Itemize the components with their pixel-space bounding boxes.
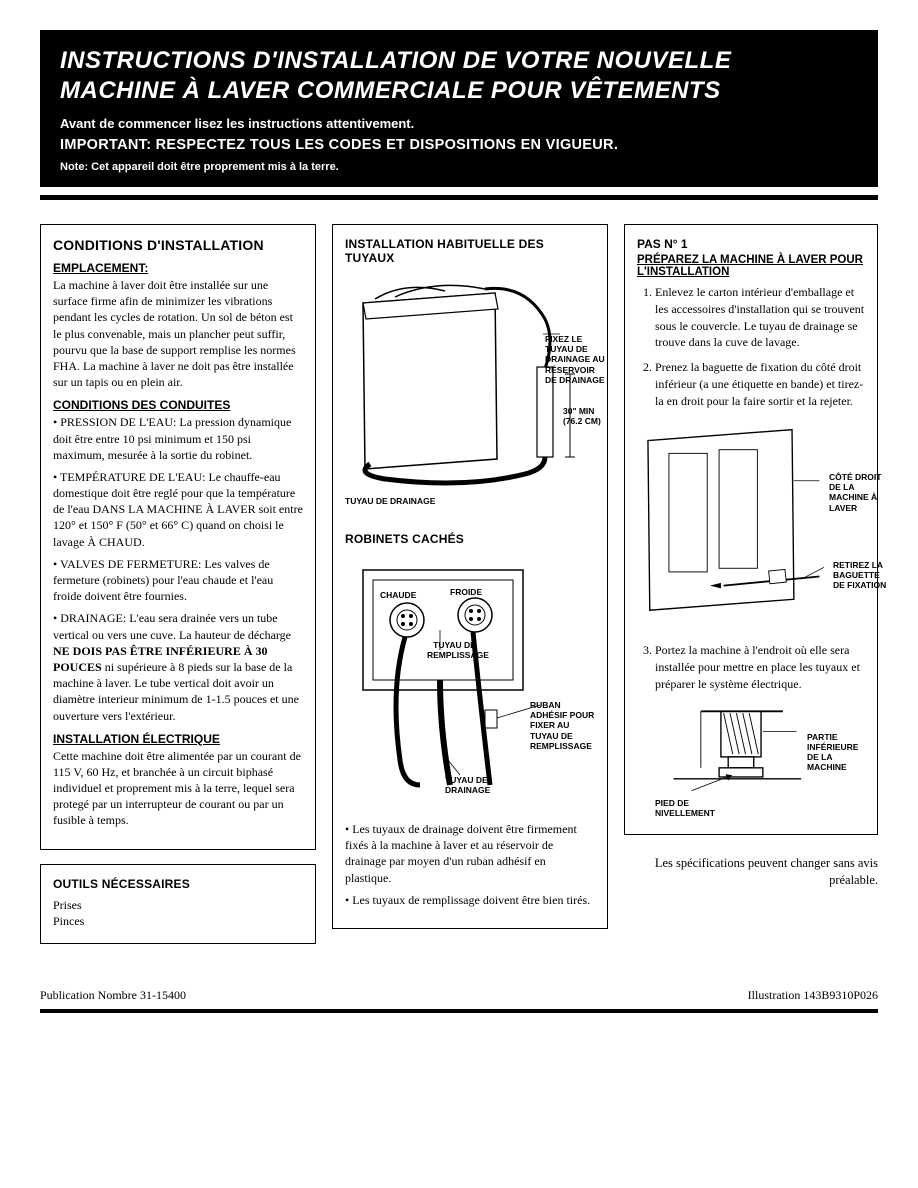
tuyaux-note2: • Les tuyaux de remplissage doivent être…: [345, 892, 595, 908]
header-sub2: IMPORTANT: RESPECTEZ TOUS LES CODES ET D…: [60, 137, 858, 153]
step1-panel: PAS N° 1 PRÉPAREZ LA MACHINE À LAVER POU…: [624, 224, 878, 835]
dia-label-rod: RETIREZ LA BAGUETTE DE FIXATION: [833, 560, 888, 591]
step-3: Portez la machine à l'endroit où elle se…: [655, 642, 865, 692]
outils-l2: Pinces: [53, 913, 303, 929]
electrique-heading: INSTALLATION ÉLECTRIQUE: [53, 732, 303, 746]
pression-text: • PRESSION DE L'EAU: La pression dynamiq…: [53, 414, 303, 463]
header-title-line2: MACHINE À LAVER COMMERCIALE POUR VÊTEMEN…: [60, 76, 858, 106]
dia1-label-drain: TUYAU DE DRAINAGE: [345, 496, 435, 506]
tuyaux-title: INSTALLATION HABITUELLE DES TUYAUX: [345, 237, 595, 265]
divider-thick: [40, 195, 878, 200]
installation-tuyaux-panel: INSTALLATION HABITUELLE DES TUYAUX: [332, 224, 608, 929]
emplacement-heading: EMPLACEMENT:: [53, 261, 303, 275]
spec-note: Les spécifications peuvent changer sans …: [624, 855, 878, 890]
conduites-heading: CONDITIONS DES CONDUITES: [53, 398, 303, 412]
columns: CONDITIONS D'INSTALLATION EMPLACEMENT: L…: [40, 224, 878, 958]
dia2-label-ruban: RUBAN ADHÉSIF POUR FIXER AU TUYAU DE REM…: [530, 700, 595, 751]
dia2-label-fill: TUYAU DE REMPLISSAGE: [427, 640, 482, 660]
header-sub1: Avant de commencer lisez les instruction…: [60, 116, 858, 131]
conditions-title: CONDITIONS D'INSTALLATION: [53, 237, 303, 253]
dia-label-foot: PIED DE NIVELLEMENT: [655, 798, 710, 818]
temperature-text: • TEMPÉRATURE DE L'EAU: Le chauffe-eau d…: [53, 469, 303, 550]
column-1: CONDITIONS D'INSTALLATION EMPLACEMENT: L…: [40, 224, 316, 958]
emplacement-text: La machine à laver doit être installée s…: [53, 277, 303, 390]
drainage-text: • DRAINAGE: L'eau sera drainée vers un t…: [53, 610, 303, 723]
step-list-3: Portez la machine à l'endroit où elle se…: [637, 642, 865, 692]
outils-l1: Prises: [53, 897, 303, 913]
dia2-label-drain: TUYAU DE DRAINAGE: [445, 775, 500, 795]
step-number: PAS N° 1: [637, 237, 865, 251]
outils-panel: OUTILS NÉCESSAIRES Prises Pinces: [40, 864, 316, 944]
column-3: PAS N° 1 PRÉPAREZ LA MACHINE À LAVER POU…: [624, 224, 878, 890]
conditions-panel: CONDITIONS D'INSTALLATION EMPLACEMENT: L…: [40, 224, 316, 850]
step-1: Enlevez le carton intérieur d'emballage …: [655, 284, 865, 351]
outils-title: OUTILS NÉCESSAIRES: [53, 877, 303, 891]
electrique-text: Cette machine doit être alimentée par un…: [53, 748, 303, 829]
tuyaux-note1: • Les tuyaux de drainage doivent être fi…: [345, 821, 595, 886]
footer-left: Publication Nombre 31-15400: [40, 988, 186, 1003]
tuyaux-diagram-1: [345, 279, 595, 499]
divider-bottom: [40, 1009, 878, 1013]
footer-right: Illustration 143B9310P026: [748, 988, 878, 1003]
dia-label-bottom: PARTIE INFÉRIEURE DE LA MACHINE: [807, 732, 867, 773]
column-2: INSTALLATION HABITUELLE DES TUYAUX: [332, 224, 608, 943]
step-2: Prenez la baguette de fixation du côté d…: [655, 359, 865, 409]
dia-label-side: CÔTÉ DROIT DE LA MACHINE À LAVER: [829, 472, 889, 513]
header-title-line1: INSTRUCTIONS D'INSTALLATION DE VOTRE NOU…: [60, 46, 858, 76]
valves-text: • VALVES DE FERMETURE: Les valves de fer…: [53, 556, 303, 605]
footer: Publication Nombre 31-15400 Illustration…: [40, 988, 878, 1003]
dia1-label-30min: 30" MIN (76.2 CM): [563, 406, 613, 426]
drainage-pre: • DRAINAGE: L'eau sera drainée vers un t…: [53, 611, 291, 641]
header-note: Note: Cet appareil doit être proprement …: [60, 161, 858, 173]
step-list: Enlevez le carton intérieur d'emballage …: [637, 284, 865, 410]
dia2-label-froide: FROIDE: [450, 587, 482, 597]
dia2-chason-chaude: CHAUDE: [380, 590, 416, 600]
robinets-heading: ROBINETS CACHÉS: [345, 532, 595, 546]
step-diagram-rod: [637, 426, 865, 618]
step-heading: PRÉPAREZ LA MACHINE À LAVER POUR L'INSTA…: [637, 254, 865, 278]
dia1-label-strap: FIXEZ LE TUYAU DE DRAINAGE AU RÉSERVOIR …: [545, 334, 605, 385]
header-block: INSTRUCTIONS D'INSTALLATION DE VOTRE NOU…: [40, 30, 878, 187]
